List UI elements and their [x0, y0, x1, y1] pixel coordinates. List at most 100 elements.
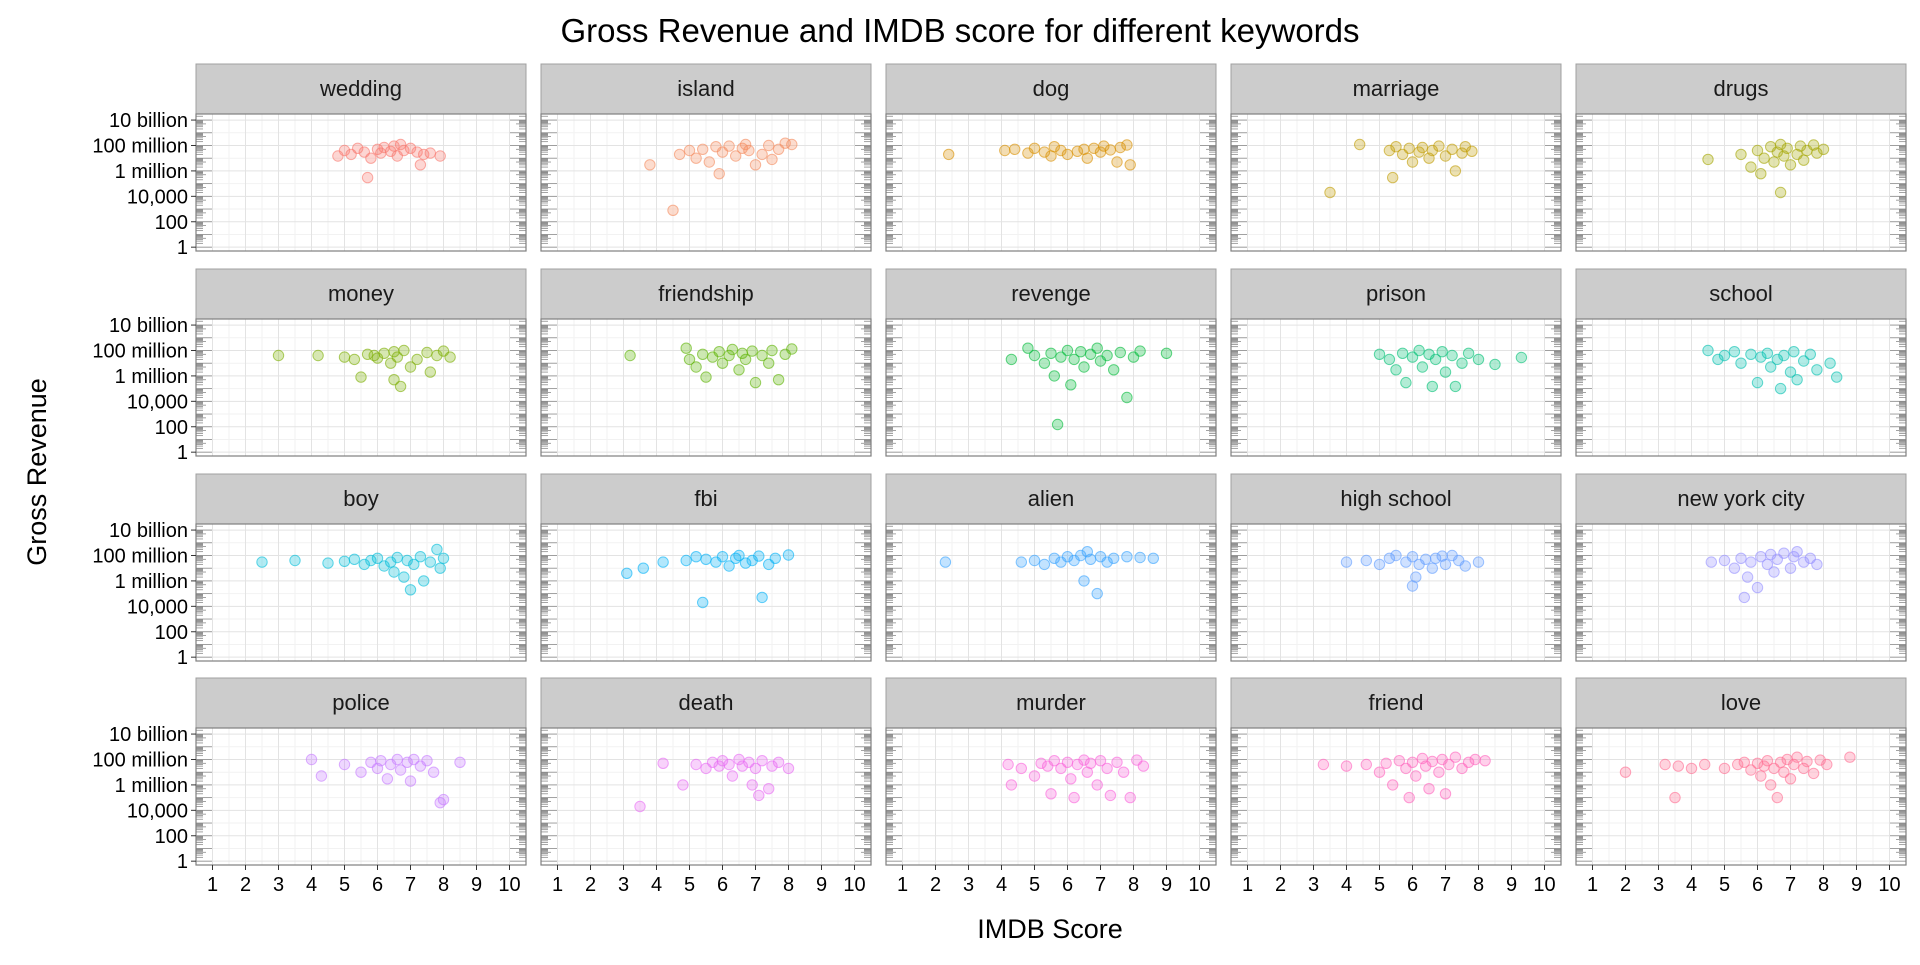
data-point — [1112, 157, 1122, 167]
x-tick-label: 5 — [339, 874, 350, 896]
data-point — [1388, 780, 1398, 790]
x-tick-label: 9 — [1506, 874, 1517, 896]
data-point — [415, 160, 425, 170]
facet-strip-label: fbi — [694, 486, 717, 511]
data-point — [356, 767, 366, 777]
data-point — [1752, 582, 1762, 592]
data-point — [1066, 774, 1076, 784]
y-tick-label: 1 million — [115, 775, 188, 797]
y-tick-label: 10,000 — [127, 800, 188, 822]
x-tick-label: 10 — [1533, 874, 1555, 896]
data-point — [1434, 141, 1444, 151]
data-point — [1703, 345, 1713, 355]
data-point — [1374, 559, 1384, 569]
y-tick-label: 100 — [155, 212, 188, 234]
data-point — [1092, 343, 1102, 353]
data-point — [1457, 358, 1467, 368]
x-tick-label: 10 — [843, 874, 865, 896]
x-tick-label: 3 — [963, 874, 974, 896]
data-point — [1407, 757, 1417, 767]
facet-strip-label: money — [328, 281, 394, 306]
data-point — [1440, 789, 1450, 799]
data-point — [1792, 375, 1802, 385]
y-tick-label: 10,000 — [127, 391, 188, 413]
data-point — [1062, 149, 1072, 159]
data-point — [1719, 555, 1729, 565]
data-point — [1135, 552, 1145, 562]
data-point — [638, 563, 648, 573]
data-point — [701, 372, 711, 382]
data-point — [1473, 557, 1483, 567]
data-point — [1404, 792, 1414, 802]
y-tick-label: 1 — [177, 647, 188, 669]
data-point — [1440, 367, 1450, 377]
data-point — [1736, 149, 1746, 159]
chart-title: Gross Revenue and IMDB score for differe… — [560, 12, 1359, 49]
data-point — [1122, 552, 1132, 562]
x-tick-label: 4 — [996, 874, 1007, 896]
data-point — [1742, 572, 1752, 582]
data-point — [1729, 563, 1739, 573]
data-point — [1447, 350, 1457, 360]
data-point — [1812, 559, 1822, 569]
data-point — [1769, 567, 1779, 577]
data-point — [787, 139, 797, 149]
facet-strip-label: death — [678, 690, 733, 715]
data-point — [1109, 553, 1119, 563]
x-tick-label: 5 — [1719, 874, 1730, 896]
data-point — [1115, 347, 1125, 357]
data-point — [392, 552, 402, 562]
data-point — [1102, 763, 1112, 773]
data-point — [724, 141, 734, 151]
data-point — [1686, 763, 1696, 773]
facet-strip-label: school — [1709, 281, 1773, 306]
data-point — [435, 563, 445, 573]
data-point — [1039, 358, 1049, 368]
data-point — [1361, 555, 1371, 565]
data-point — [1427, 756, 1437, 766]
data-point — [376, 756, 386, 766]
facet-panel-fbi: fbi — [541, 474, 871, 661]
data-point — [1719, 350, 1729, 360]
data-point — [727, 771, 737, 781]
data-point — [1450, 166, 1460, 176]
facet-panel-high-school: high school — [1231, 474, 1561, 661]
y-axis-label: Gross Revenue — [22, 378, 52, 566]
data-point — [1719, 763, 1729, 773]
data-point — [432, 544, 442, 554]
data-point — [1391, 550, 1401, 560]
facet-strip-label: murder — [1016, 690, 1086, 715]
facet-panel-drugs: drugs — [1576, 64, 1906, 251]
x-tick-label: 9 — [816, 874, 827, 896]
data-point — [783, 763, 793, 773]
data-point — [747, 346, 757, 356]
data-point — [412, 354, 422, 364]
data-point — [1775, 187, 1785, 197]
facet-strip-label: friendship — [658, 281, 753, 306]
data-point — [1746, 162, 1756, 172]
facet-strip-label: high school — [1340, 486, 1451, 511]
data-point — [1417, 142, 1427, 152]
y-tick-label: 1 million — [115, 161, 188, 183]
data-point — [1374, 767, 1384, 777]
facet-strip-label: dog — [1033, 76, 1070, 101]
data-point — [379, 348, 389, 358]
data-point — [1460, 561, 1470, 571]
x-tick-label: 10 — [498, 874, 520, 896]
data-point — [1029, 143, 1039, 153]
data-point — [1746, 349, 1756, 359]
data-point — [1729, 347, 1739, 357]
facet-panel-revenge: revenge — [886, 269, 1216, 456]
y-tick-label: 10 billion — [109, 520, 188, 542]
data-point — [1756, 169, 1766, 179]
data-point — [257, 557, 267, 567]
data-point — [1401, 377, 1411, 387]
x-tick-label: 4 — [1341, 874, 1352, 896]
x-tick-label: 8 — [783, 874, 794, 896]
data-point — [764, 784, 774, 794]
data-point — [1779, 548, 1789, 558]
